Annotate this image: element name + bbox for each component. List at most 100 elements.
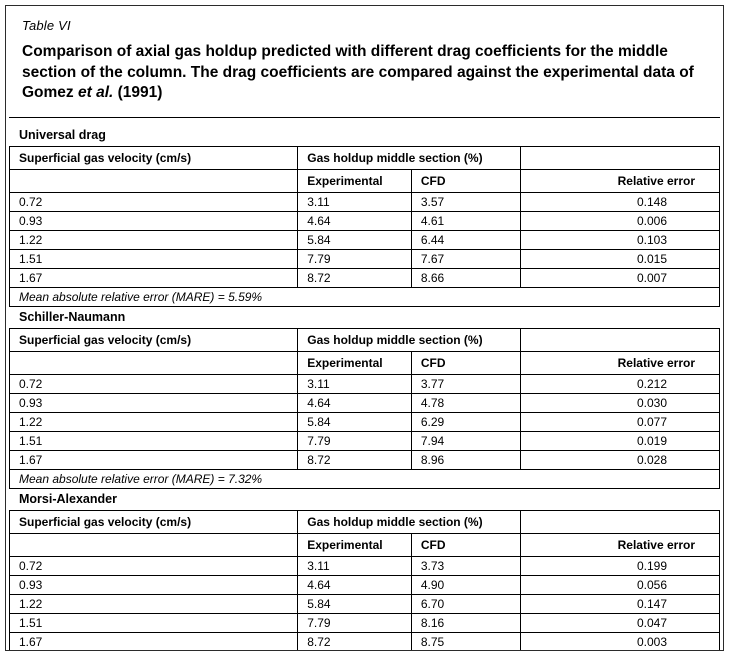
header-spacer (8, 350, 299, 375)
table-row: 0.72 3.11 3.77 0.212 (8, 373, 720, 394)
table-title-et-al: et al. (77, 84, 114, 102)
section-label-universal-drag: Universal drag (19, 127, 106, 142)
header-cfd: CFD (410, 350, 522, 375)
experimental-cell: 4.64 (297, 210, 412, 231)
header-row-group: Superficial gas velocity (cm/s) Gas hold… (8, 327, 720, 352)
experimental-cell: 4.64 (297, 574, 412, 595)
header-relative-error: Relative error (520, 532, 720, 557)
cfd-cell: 8.16 (410, 612, 522, 633)
header-relative-error: Relative error (520, 168, 720, 193)
velocity-cell: 0.93 (8, 210, 299, 231)
experimental-cell: 7.79 (297, 248, 412, 269)
mare-row: Mean absolute relative error (MARE) = 7.… (9, 468, 720, 489)
mare-note: Mean absolute relative error (MARE) = 5.… (9, 286, 720, 307)
section-label-morsi-alexander: Morsi-Alexander (19, 491, 117, 506)
header-row-sub: Experimental CFD Relative error (8, 350, 720, 375)
header-holdup-group: Gas holdup middle section (%) (297, 509, 522, 534)
table-title-part-1: Comparison of axial gas holdup predicted… (22, 43, 694, 102)
velocity-cell: 1.22 (8, 411, 299, 432)
cfd-cell: 7.94 (410, 430, 522, 451)
relative-error-cell: 0.015 (520, 248, 720, 269)
velocity-cell: 0.72 (8, 373, 299, 394)
header-relative-error: Relative error (520, 350, 720, 375)
section-label-schiller-naumann: Schiller-Naumann (19, 309, 126, 324)
velocity-cell: 1.22 (8, 593, 299, 614)
cfd-cell: 6.44 (410, 229, 522, 250)
cfd-cell: 8.75 (410, 631, 522, 650)
relative-error-cell: 0.030 (520, 392, 720, 413)
velocity-cell: 0.93 (8, 392, 299, 413)
velocity-cell: 1.67 (8, 449, 299, 470)
drag-table-universal: Superficial gas velocity (cm/s) Gas hold… (8, 145, 720, 307)
cfd-cell: 8.96 (410, 449, 522, 470)
table-row: 0.72 3.11 3.57 0.148 (8, 191, 720, 212)
table-row: 1.67 8.72 8.66 0.007 (8, 267, 720, 288)
table-header-block: Table VI Comparison of axial gas holdup … (9, 8, 720, 118)
velocity-cell: 0.72 (8, 555, 299, 576)
velocity-cell: 1.22 (8, 229, 299, 250)
velocity-cell: 1.51 (8, 248, 299, 269)
header-spacer (8, 532, 299, 557)
header-spacer (8, 168, 299, 193)
table-number-label: Table VI (22, 18, 71, 33)
cfd-cell: 4.61 (410, 210, 522, 231)
cfd-cell: 8.66 (410, 267, 522, 288)
velocity-cell: 1.67 (8, 267, 299, 288)
header-experimental: Experimental (297, 168, 412, 193)
experimental-cell: 7.79 (297, 430, 412, 451)
relative-error-cell: 0.019 (520, 430, 720, 451)
relative-error-cell: 0.007 (520, 267, 720, 288)
header-holdup-group: Gas holdup middle section (%) (297, 145, 522, 170)
header-spacer (520, 327, 720, 352)
table-row: 0.93 4.64 4.78 0.030 (8, 392, 720, 413)
table-row: 1.67 8.72 8.96 0.028 (8, 449, 720, 470)
experimental-cell: 5.84 (297, 229, 412, 250)
relative-error-cell: 0.147 (520, 593, 720, 614)
table-row: 0.93 4.64 4.90 0.056 (8, 574, 720, 595)
table-row: 0.72 3.11 3.73 0.199 (8, 555, 720, 576)
table-row: 1.51 7.79 7.94 0.019 (8, 430, 720, 451)
cfd-cell: 3.57 (410, 191, 522, 212)
experimental-cell: 8.72 (297, 631, 412, 650)
experimental-cell: 8.72 (297, 449, 412, 470)
figure-frame: Table VI Comparison of axial gas holdup … (5, 5, 724, 651)
table-title: Comparison of axial gas holdup predicted… (22, 42, 709, 104)
velocity-cell: 1.51 (8, 612, 299, 633)
header-row-group: Superficial gas velocity (cm/s) Gas hold… (8, 145, 720, 170)
table-row: 1.22 5.84 6.44 0.103 (8, 229, 720, 250)
cfd-cell: 4.78 (410, 392, 522, 413)
experimental-cell: 7.79 (297, 612, 412, 633)
header-cfd: CFD (410, 532, 522, 557)
drag-table-morsi-alexander: Superficial gas velocity (cm/s) Gas hold… (8, 509, 720, 650)
header-velocity: Superficial gas velocity (cm/s) (8, 509, 299, 534)
velocity-cell: 0.72 (8, 191, 299, 212)
table-row: 0.93 4.64 4.61 0.006 (8, 210, 720, 231)
relative-error-cell: 0.028 (520, 449, 720, 470)
header-velocity: Superficial gas velocity (cm/s) (8, 327, 299, 352)
relative-error-cell: 0.047 (520, 612, 720, 633)
table-row: 1.51 7.79 7.67 0.015 (8, 248, 720, 269)
table-row: 1.51 7.79 8.16 0.047 (8, 612, 720, 633)
cfd-cell: 3.77 (410, 373, 522, 394)
header-row-group: Superficial gas velocity (cm/s) Gas hold… (8, 509, 720, 534)
cfd-cell: 7.67 (410, 248, 522, 269)
experimental-cell: 5.84 (297, 411, 412, 432)
relative-error-cell: 0.103 (520, 229, 720, 250)
table-row: 1.67 8.72 8.75 0.003 (8, 631, 720, 650)
header-row-sub: Experimental CFD Relative error (8, 532, 720, 557)
header-holdup-group: Gas holdup middle section (%) (297, 327, 522, 352)
header-cfd: CFD (410, 168, 522, 193)
experimental-cell: 3.11 (297, 555, 412, 576)
header-row-sub: Experimental CFD Relative error (8, 168, 720, 193)
header-spacer (520, 145, 720, 170)
drag-table-schiller-naumann: Superficial gas velocity (cm/s) Gas hold… (8, 327, 720, 489)
cfd-cell: 6.70 (410, 593, 522, 614)
velocity-cell: 1.51 (8, 430, 299, 451)
relative-error-cell: 0.212 (520, 373, 720, 394)
relative-error-cell: 0.077 (520, 411, 720, 432)
experimental-cell: 4.64 (297, 392, 412, 413)
table-row: 1.22 5.84 6.70 0.147 (8, 593, 720, 614)
header-spacer (520, 509, 720, 534)
experimental-cell: 3.11 (297, 191, 412, 212)
experimental-cell: 8.72 (297, 267, 412, 288)
